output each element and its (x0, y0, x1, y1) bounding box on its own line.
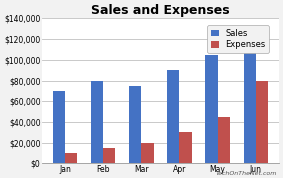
Bar (53, 91, 65, 163)
Bar (141, 143, 153, 163)
Bar (65, 153, 77, 163)
Bar (167, 70, 179, 163)
Bar (205, 55, 218, 163)
Bar (179, 132, 192, 163)
Legend: Sales, Expenses: Sales, Expenses (207, 25, 269, 53)
Bar (244, 29, 256, 163)
Bar (103, 148, 115, 163)
Bar (218, 117, 230, 163)
Text: TechOnTheNet.com: TechOnTheNet.com (216, 171, 277, 176)
Bar (129, 86, 141, 163)
Bar (256, 80, 268, 163)
Title: Sales and Expenses: Sales and Expenses (91, 4, 230, 17)
Bar (91, 80, 103, 163)
